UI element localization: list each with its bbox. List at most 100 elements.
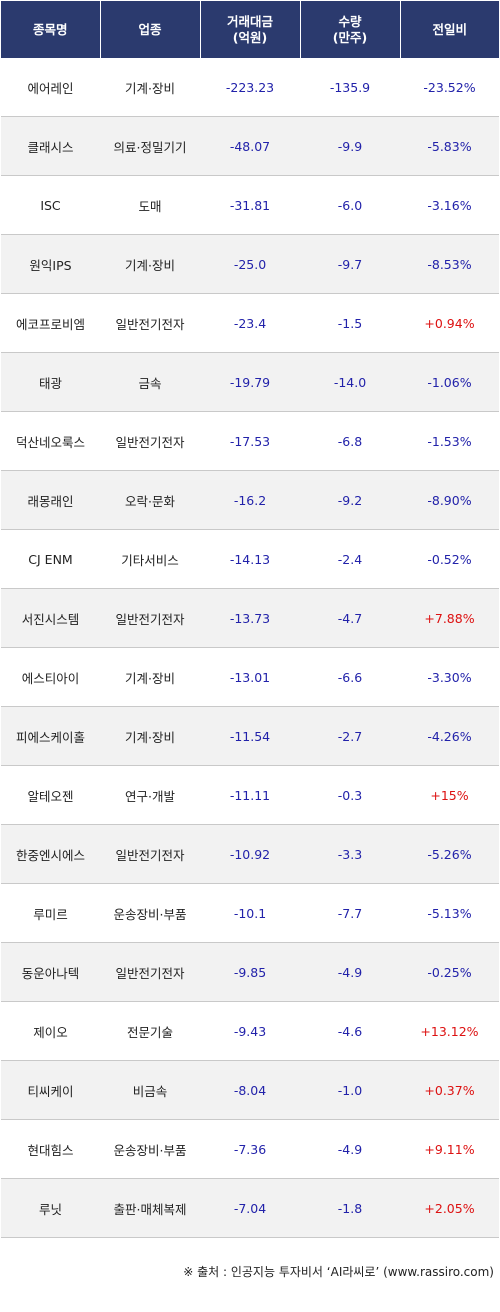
quantity-cell: -0.3 <box>300 765 400 825</box>
sector-cell: 비금속 <box>100 1060 200 1120</box>
table-row: ISC 도매 -31.81 -6.0 -3.16% <box>1 175 499 235</box>
table-row: 태광 금속 -19.79 -14.0 -1.06% <box>1 352 499 412</box>
change-cell: +0.94% <box>400 293 499 353</box>
table-row: 루닛 출판·매체복제 -7.04 -1.8 +2.05% <box>1 1178 499 1238</box>
trade-amount-cell: -48.07 <box>200 116 300 176</box>
trade-amount-cell: -10.92 <box>200 824 300 884</box>
sector-cell: 연구·개발 <box>100 765 200 825</box>
trade-amount-cell: -7.04 <box>200 1178 300 1238</box>
sector-cell: 기계·장비 <box>100 647 200 707</box>
stock-name-cell: 루미르 <box>1 883 100 943</box>
change-cell: -0.25% <box>400 942 499 1002</box>
change-cell: -8.53% <box>400 234 499 294</box>
stock-name-cell: 에어레인 <box>1 58 100 117</box>
quantity-cell: -9.2 <box>300 470 400 530</box>
quantity-cell: -9.9 <box>300 116 400 176</box>
sector-cell: 기계·장비 <box>100 234 200 294</box>
quantity-cell: -7.7 <box>300 883 400 943</box>
table-row: 루미르 운송장비·부품 -10.1 -7.7 -5.13% <box>1 883 499 943</box>
trade-amount-cell: -16.2 <box>200 470 300 530</box>
table-row: 동운아나텍 일반전기전자 -9.85 -4.9 -0.25% <box>1 942 499 1002</box>
trade-amount-cell: -11.11 <box>200 765 300 825</box>
stock-name-cell: CJ ENM <box>1 529 100 589</box>
trade-amount-cell: -25.0 <box>200 234 300 294</box>
quantity-cell: -4.9 <box>300 1119 400 1179</box>
sector-cell: 기계·장비 <box>100 58 200 117</box>
stock-name-cell: 래몽래인 <box>1 470 100 530</box>
trade-amount-cell: -8.04 <box>200 1060 300 1120</box>
stock-name-cell: 서진시스템 <box>1 588 100 648</box>
sector-cell: 오락·문화 <box>100 470 200 530</box>
trade-amount-cell: -31.81 <box>200 175 300 235</box>
trade-amount-cell: -13.73 <box>200 588 300 648</box>
header-line: 수량 <box>338 13 362 29</box>
quantity-cell: -4.7 <box>300 588 400 648</box>
change-cell: +7.88% <box>400 588 499 648</box>
quantity-cell: -6.0 <box>300 175 400 235</box>
trade-amount-cell: -10.1 <box>200 883 300 943</box>
change-cell: -23.52% <box>400 58 499 117</box>
sector-cell: 전문기술 <box>100 1001 200 1061</box>
sector-cell: 운송장비·부품 <box>100 1119 200 1179</box>
change-cell: -3.30% <box>400 647 499 707</box>
table-body: 에어레인 기계·장비 -223.23 -135.9 -23.52% 클래시스 의료·정밀기기… <box>1 58 499 1238</box>
source-note: ※ 출처 : 인공지능 투자비서 ‘AI라씨로’ (www.rassiro.co… <box>183 1265 494 1279</box>
table-header-row: 종목명 업종 거래대금 (억원) 수량 (만주) 전일비 <box>1 1 499 58</box>
table-row: 알테오젠 연구·개발 -11.11 -0.3 +15% <box>1 765 499 825</box>
trade-amount-cell: -9.85 <box>200 942 300 1002</box>
quantity-cell: -1.8 <box>300 1178 400 1238</box>
sector-cell: 일반전기전자 <box>100 824 200 884</box>
stock-name-cell: 덕산네오룩스 <box>1 411 100 471</box>
sector-cell: 일반전기전자 <box>100 588 200 648</box>
sector-cell: 운송장비·부품 <box>100 883 200 943</box>
header-trade-amount: 거래대금 (억원) <box>200 1 301 58</box>
change-cell: +9.11% <box>400 1119 499 1179</box>
stock-name-cell: 알테오젠 <box>1 765 100 825</box>
table-row: 원익IPS 기계·장비 -25.0 -9.7 -8.53% <box>1 234 499 294</box>
quantity-cell: -14.0 <box>300 352 400 412</box>
quantity-cell: -4.9 <box>300 942 400 1002</box>
stock-name-cell: 피에스케이홀 <box>1 706 100 766</box>
header-quantity: 수량 (만주) <box>300 1 401 58</box>
change-cell: -5.26% <box>400 824 499 884</box>
quantity-cell: -2.4 <box>300 529 400 589</box>
stock-name-cell: 에코프로비엠 <box>1 293 100 353</box>
table-row: 현대힘스 운송장비·부품 -7.36 -4.9 +9.11% <box>1 1119 499 1179</box>
table-row: CJ ENM 기타서비스 -14.13 -2.4 -0.52% <box>1 529 499 589</box>
change-cell: +0.37% <box>400 1060 499 1120</box>
table-row: 덕산네오룩스 일반전기전자 -17.53 -6.8 -1.53% <box>1 411 499 471</box>
change-cell: -8.90% <box>400 470 499 530</box>
sector-cell: 일반전기전자 <box>100 293 200 353</box>
stock-name-cell: 태광 <box>1 352 100 412</box>
sector-cell: 금속 <box>100 352 200 412</box>
quantity-cell: -2.7 <box>300 706 400 766</box>
table-row: 래몽래인 오락·문화 -16.2 -9.2 -8.90% <box>1 470 499 530</box>
quantity-cell: -1.0 <box>300 1060 400 1120</box>
change-cell: -1.53% <box>400 411 499 471</box>
trade-amount-cell: -223.23 <box>200 58 300 117</box>
change-cell: -0.52% <box>400 529 499 589</box>
change-cell: +13.12% <box>400 1001 499 1061</box>
header-line: 거래대금 <box>226 13 273 29</box>
change-cell: -5.13% <box>400 883 499 943</box>
table-row: 에코프로비엠 일반전기전자 -23.4 -1.5 +0.94% <box>1 293 499 353</box>
stock-name-cell: 클래시스 <box>1 116 100 176</box>
change-cell: -4.26% <box>400 706 499 766</box>
stock-table: 종목명 업종 거래대금 (억원) 수량 (만주) 전일비 에어레인 기계·장비 -223… <box>1 1 499 1238</box>
table-row: 클래시스 의료·정밀기기 -48.07 -9.9 -5.83% <box>1 116 499 176</box>
stock-name-cell: 한중엔시에스 <box>1 824 100 884</box>
stock-name-cell: 동운아나텍 <box>1 942 100 1002</box>
quantity-cell: -1.5 <box>300 293 400 353</box>
stock-name-cell: 루닛 <box>1 1178 100 1238</box>
quantity-cell: -9.7 <box>300 234 400 294</box>
trade-amount-cell: -13.01 <box>200 647 300 707</box>
stock-name-cell: 티씨케이 <box>1 1060 100 1120</box>
header-sector: 업종 <box>100 1 201 58</box>
quantity-cell: -6.6 <box>300 647 400 707</box>
sector-cell: 기타서비스 <box>100 529 200 589</box>
table-row: 한중엔시에스 일반전기전자 -10.92 -3.3 -5.26% <box>1 824 499 884</box>
stock-name-cell: 현대힘스 <box>1 1119 100 1179</box>
table-row: 에스티아이 기계·장비 -13.01 -6.6 -3.30% <box>1 647 499 707</box>
sector-cell: 기계·장비 <box>100 706 200 766</box>
trade-amount-cell: -19.79 <box>200 352 300 412</box>
